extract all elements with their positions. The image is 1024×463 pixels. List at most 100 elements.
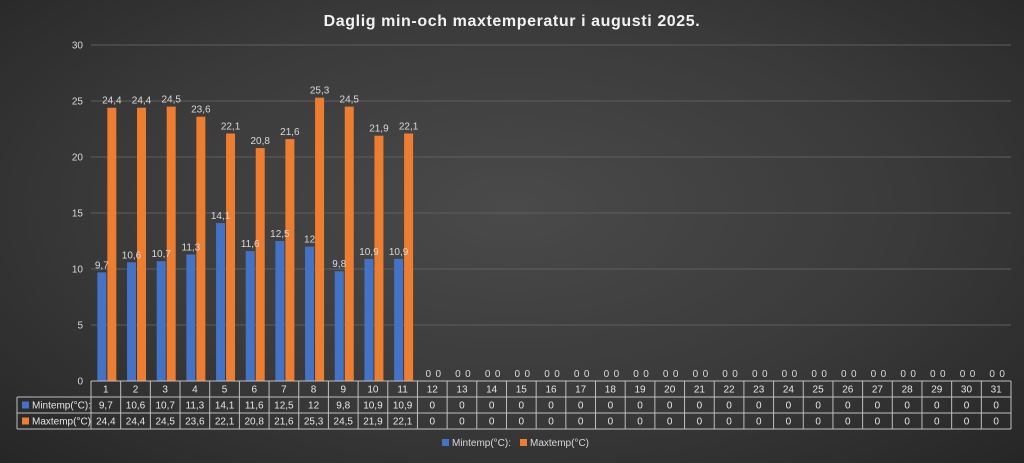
x-category-label: 13 <box>456 385 468 396</box>
table-cell: 12 <box>308 401 320 412</box>
table-cell: 0 <box>786 417 792 428</box>
x-category-label: 27 <box>872 385 884 396</box>
table-cell: 0 <box>993 417 999 428</box>
table-cell: 0 <box>608 417 614 428</box>
min-temp-bar <box>97 272 107 381</box>
min-temp-data-label: 0 <box>841 369 847 380</box>
min-temp-bar <box>186 254 196 381</box>
min-temp-data-label: 0 <box>782 369 788 380</box>
min-temp-bar <box>394 258 404 381</box>
table-cell: 0 <box>519 417 525 428</box>
max-temp-data-label: 0 <box>525 369 531 380</box>
table-cell: 9,7 <box>99 401 113 412</box>
max-temp-data-label: 0 <box>762 369 768 380</box>
x-category-label: 7 <box>281 385 287 396</box>
max-temp-data-label: 0 <box>436 369 442 380</box>
min-temp-data-label: 0 <box>752 369 758 380</box>
table-cell: 24,4 <box>96 417 116 428</box>
min-temp-data-label: 0 <box>426 369 432 380</box>
table-cell: 21,6 <box>274 417 294 428</box>
x-category-label: 30 <box>961 385 973 396</box>
x-category-label: 8 <box>311 385 317 396</box>
max-temp-data-label: 25,3 <box>310 86 330 97</box>
min-temp-data-label: 9,8 <box>332 259 346 270</box>
x-category-label: 10 <box>367 385 379 396</box>
table-cell: 0 <box>667 401 673 412</box>
table-cell: 0 <box>430 417 436 428</box>
max-temp-data-label: 0 <box>495 369 501 380</box>
table-cell: 21,9 <box>363 417 383 428</box>
x-category-label: 23 <box>753 385 765 396</box>
x-category-label: 5 <box>222 385 228 396</box>
table-cell: 0 <box>459 417 465 428</box>
table-cell: 0 <box>845 417 851 428</box>
min-temp-data-label: 0 <box>485 369 491 380</box>
table-cell: 0 <box>578 401 584 412</box>
table-cell: 24,4 <box>126 417 146 428</box>
max-temp-data-label: 0 <box>465 369 471 380</box>
max-temp-data-label: 0 <box>970 369 976 380</box>
max-temp-data-label: 22,1 <box>399 121 419 132</box>
legend-min-label: Mintemp(°C): <box>452 438 511 449</box>
max-temp-bar <box>285 139 295 381</box>
max-temp-bar <box>226 133 236 381</box>
gridlines <box>91 44 1011 326</box>
bar-series <box>97 97 414 382</box>
table-cell: 0 <box>904 401 910 412</box>
table-cell: 0 <box>815 401 821 412</box>
min-temp-data-label: 0 <box>811 369 817 380</box>
min-temp-bar <box>245 251 255 381</box>
max-temp-data-label: 0 <box>792 369 798 380</box>
table-cell: 0 <box>875 401 881 412</box>
y-tick-label: 15 <box>72 209 84 220</box>
min-temp-data-label: 0 <box>604 369 610 380</box>
table-cell: 0 <box>430 401 436 412</box>
max-temp-data-label: 21,6 <box>280 127 300 138</box>
x-category-label: 1 <box>103 385 109 396</box>
legend-max-swatch <box>520 439 527 446</box>
table-cell: 0 <box>726 417 732 428</box>
min-temp-bar <box>275 241 285 381</box>
min-temp-bar <box>364 258 374 381</box>
y-tick-label: 20 <box>72 153 84 164</box>
min-temp-data-label: 0 <box>871 369 877 380</box>
table-cell: 0 <box>548 401 554 412</box>
table-cell: 0 <box>459 401 465 412</box>
max-temp-data-label: 0 <box>703 369 709 380</box>
max-temp-table-key <box>22 417 29 425</box>
x-category-label: 31 <box>991 385 1003 396</box>
table-cell: 11,3 <box>186 401 205 412</box>
max-temp-data-label: 0 <box>881 369 887 380</box>
x-category-label: 18 <box>605 385 617 396</box>
x-category-label: 12 <box>427 385 439 396</box>
x-category-label: 15 <box>516 385 528 396</box>
max-temp-data-label: 20,8 <box>250 136 270 147</box>
x-category-label: 24 <box>783 385 795 396</box>
max-temp-bar <box>374 135 384 381</box>
min-temp-data-label: 0 <box>455 369 461 380</box>
max-temp-data-label: 0 <box>910 369 916 380</box>
table-cell: 0 <box>904 417 910 428</box>
x-category-label: 21 <box>694 385 706 396</box>
max-temp-data-label: 24,5 <box>161 95 181 106</box>
table-cell: 0 <box>815 417 821 428</box>
table-cell: 0 <box>637 401 643 412</box>
x-category-label: 11 <box>397 385 408 396</box>
table-cell: 24,5 <box>155 417 175 428</box>
min-temp-data-label: 0 <box>900 369 906 380</box>
table-cell: 24,5 <box>334 417 354 428</box>
max-temp-data-label: 0 <box>821 369 827 380</box>
table-cell: 23,6 <box>185 417 205 428</box>
max-temp-bar <box>404 133 414 381</box>
y-tick-label: 25 <box>72 97 84 108</box>
chart-title: Daglig min-och maxtemperatur i augusti 2… <box>324 13 701 30</box>
data-table: 1 2 3 4 5 6 7 8 9 10 11 12 13 14 15 16 17 18 19 20 21 22 23 24 2… <box>16 380 1012 430</box>
x-category-label: 17 <box>575 385 587 396</box>
max-temp-row-label: Maxtemp(°C) <box>32 417 91 428</box>
table-cell: 0 <box>934 401 940 412</box>
min-temp-data-label: 0 <box>663 369 669 380</box>
min-temp-data-label: 0 <box>574 369 580 380</box>
max-temp-data-label: 0 <box>584 369 590 380</box>
max-temp-bar <box>315 97 325 381</box>
